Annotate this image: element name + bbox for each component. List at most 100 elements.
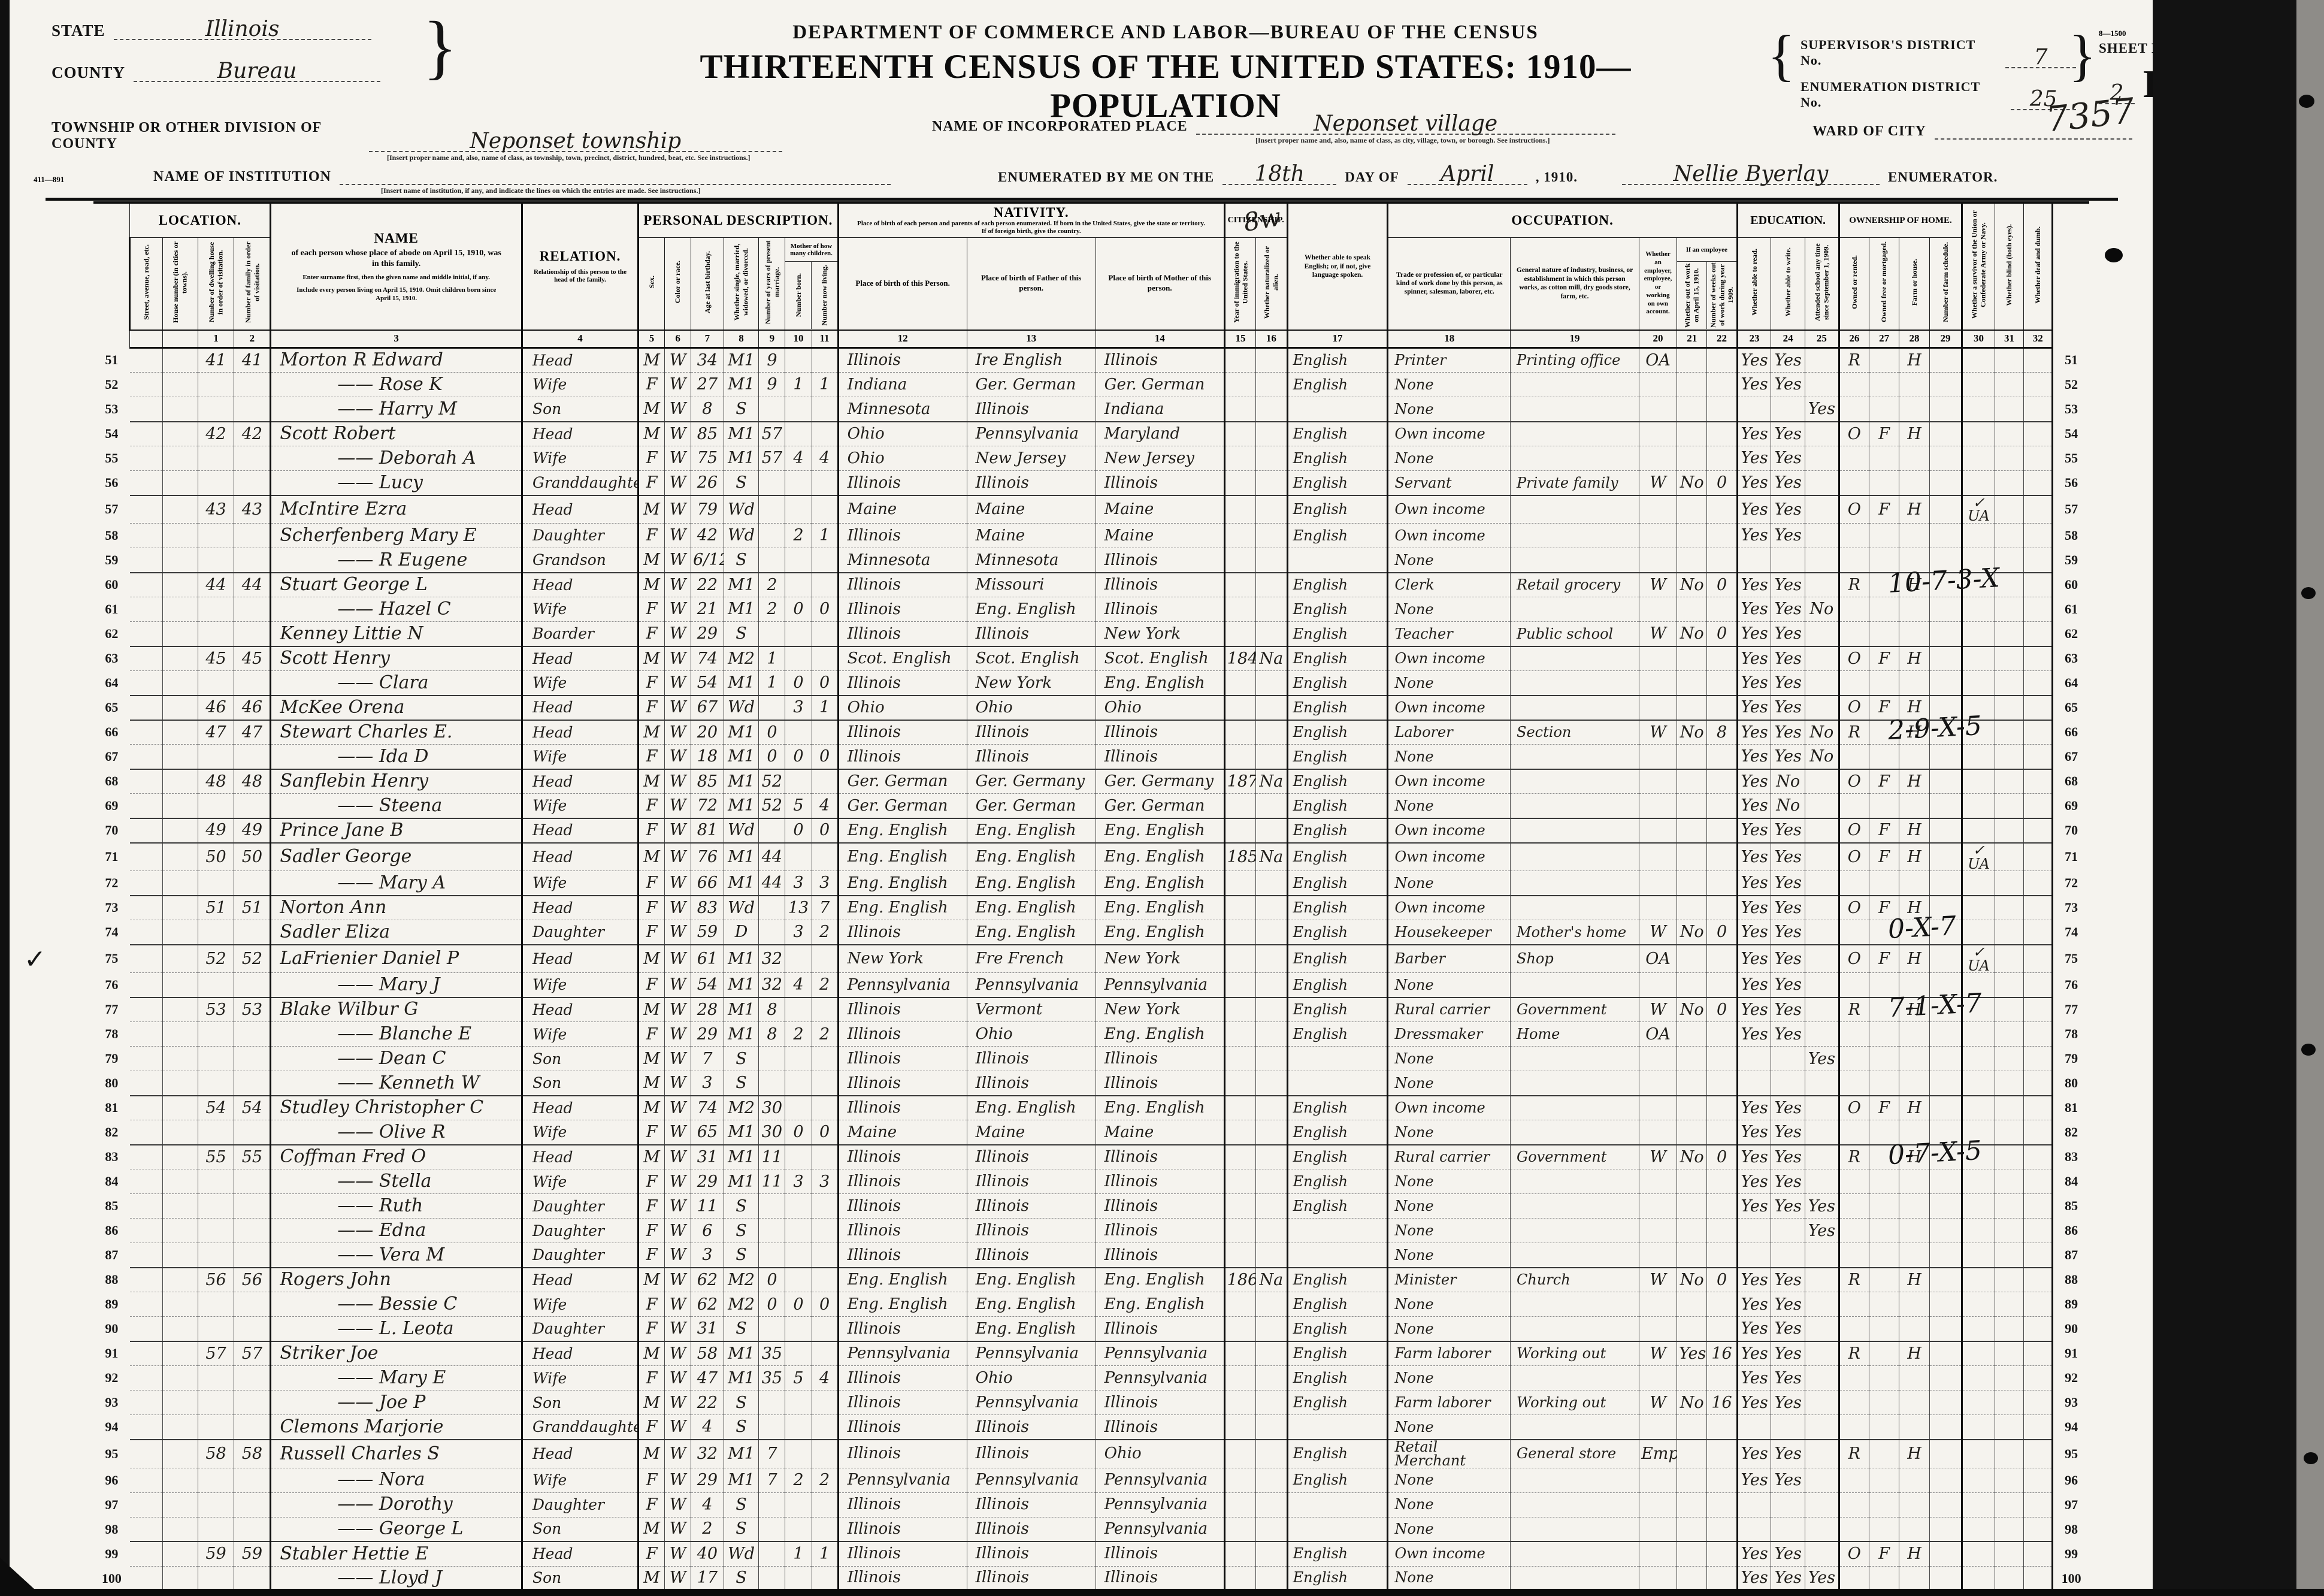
cell-rel: Head	[521, 769, 639, 794]
cell-bl	[1995, 1341, 2025, 1367]
line-number: 78	[2065, 1026, 2078, 1042]
cell-bf: Maine	[967, 495, 1096, 524]
cell-sch	[1805, 1169, 1839, 1195]
cell-fs: 2-9-X-5	[1887, 711, 1982, 746]
cell-age: 3	[691, 1071, 724, 1096]
cell-fh	[1899, 1218, 1930, 1244]
cell-wr: Yes	[1771, 997, 1805, 1023]
table-row: 51 41 41 Morton R Edward Head M W 34 M1 9 Illinois…	[93, 347, 2089, 373]
cell-age: 7	[691, 1046, 724, 1072]
cell-dw	[198, 920, 235, 945]
cell-ym	[758, 1414, 786, 1440]
cell-df	[2023, 621, 2054, 647]
cell-emp: W	[1639, 920, 1678, 945]
sheet-value: 2	[2110, 81, 2124, 105]
cell-sch	[1805, 1390, 1839, 1416]
cell-oc: Retail Merchant	[1387, 1439, 1511, 1468]
cell-col: W	[664, 769, 692, 794]
line-number: 93	[105, 1395, 119, 1410]
cell-ofm	[1869, 1021, 1900, 1047]
cell-wk	[1706, 1468, 1738, 1493]
cell-cb	[785, 495, 812, 524]
cell-oc: None	[1387, 793, 1511, 819]
cell-cb	[785, 944, 812, 974]
cell-cl	[812, 1341, 839, 1367]
cell-col: W	[664, 1144, 692, 1170]
cell-orh: O	[1838, 495, 1870, 524]
cell-cl	[812, 495, 839, 524]
cell-bl	[1995, 1541, 2025, 1567]
cell-wr: Yes	[1771, 446, 1805, 471]
line-number: 81	[2065, 1100, 2078, 1116]
cell-mar: Wd	[724, 1541, 759, 1567]
cell-ind: Section	[1510, 720, 1640, 745]
cell-orh: O	[1838, 421, 1870, 447]
cell-ind	[1510, 397, 1640, 422]
cell-rel: Daughter	[521, 1492, 639, 1518]
cell-bl	[1995, 1414, 2025, 1440]
cell-fam: 59	[234, 1541, 271, 1567]
cell-name: —— Stella	[270, 1169, 522, 1195]
cell-df	[2023, 1390, 2054, 1416]
cell-bf: Ire English	[967, 347, 1096, 373]
cell-war	[1961, 621, 1995, 647]
cell-wk	[1706, 548, 1738, 573]
masthead: DEPARTMENT OF COMMERCE AND LABOR—BUREAU …	[698, 22, 1633, 125]
cell-im	[1223, 621, 1257, 647]
col-age-label: Age at last birthday.	[703, 250, 712, 313]
cell-dw	[198, 446, 235, 471]
cell-name: —— Mary A	[270, 870, 522, 896]
col-employee-group: If an employee Whether out of work on Ap…	[1677, 237, 1738, 331]
stock-mark: 8—1500	[2099, 29, 2126, 38]
cell-df	[2023, 793, 2054, 819]
cell-bl	[1995, 1243, 2025, 1268]
cell-st	[129, 1566, 163, 1592]
cell-wr	[1771, 1492, 1805, 1518]
cell-bp: Illinois	[837, 1390, 967, 1416]
cell-mar: M1	[724, 1468, 759, 1493]
cell-rel: Wife	[521, 1169, 639, 1195]
cell-bl	[1995, 870, 2025, 896]
table-row: 80 —— Kenneth W Son M W 3 S Illinois Illinois Ill…	[93, 1071, 2089, 1096]
cell-ym	[758, 695, 786, 721]
cell-orh	[1838, 1390, 1870, 1416]
cell-mar: Wd	[724, 695, 759, 721]
cell-sch	[1805, 470, 1839, 496]
cell-wr: Yes	[1771, 1541, 1805, 1567]
cell-mar: M1	[724, 1120, 759, 1145]
cell-im	[1223, 670, 1257, 696]
cell-cl: 1	[812, 372, 839, 398]
cell-ofm	[1869, 670, 1900, 696]
cell-war	[1961, 1316, 1995, 1342]
cell-bm: Illinois	[1096, 1144, 1225, 1170]
cell-wr: Yes	[1771, 597, 1805, 622]
cell-rel: Head	[521, 997, 639, 1023]
cell-bp: Illinois	[837, 997, 967, 1023]
col-write: Whether able to write.	[1771, 237, 1805, 331]
cell-fh	[1899, 1517, 1930, 1543]
cell-age: 42	[691, 523, 724, 549]
cell-sch	[1805, 1541, 1839, 1567]
cell-bf: Ohio	[967, 1365, 1096, 1391]
cell-dw	[198, 870, 235, 896]
cell-ind	[1510, 1292, 1640, 1317]
cell-oc: None	[1387, 1218, 1511, 1244]
cell-ofm	[1869, 621, 1900, 647]
cell-sch: Yes	[1805, 1046, 1839, 1072]
cell-en: English	[1286, 347, 1388, 373]
cell-bp: Eng. English	[837, 1292, 967, 1317]
cell-war	[1961, 1095, 1995, 1121]
line-number: 75	[2065, 951, 2078, 966]
cell-bf: Illinois	[967, 1193, 1096, 1219]
cell-sex: F	[637, 1021, 665, 1047]
cell-ind	[1510, 1492, 1640, 1518]
cell-ow	[1677, 972, 1708, 998]
cell-st	[129, 1267, 163, 1293]
cell-oc: None	[1387, 1292, 1511, 1317]
cell-rel: Granddaughter	[521, 470, 639, 496]
cell-war	[1961, 1492, 1995, 1518]
cell-bm: New York	[1096, 997, 1225, 1023]
cell-en: English	[1286, 1095, 1388, 1121]
cell-orh: O	[1838, 695, 1870, 721]
cell-emp	[1639, 1517, 1678, 1543]
